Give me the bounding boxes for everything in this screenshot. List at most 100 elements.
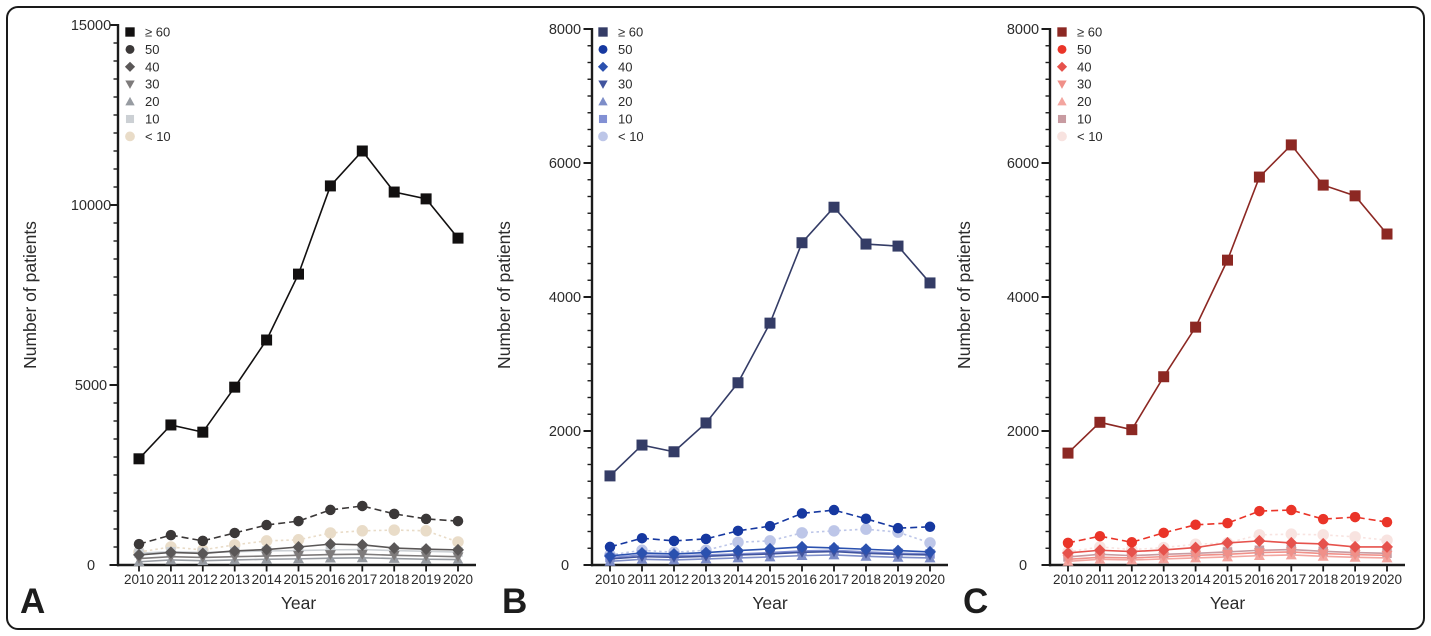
data-point-marker [324, 538, 337, 551]
data-point-marker [828, 201, 840, 213]
data-point-marker [1254, 505, 1265, 517]
data-point-marker [1157, 543, 1170, 556]
data-point-marker [1062, 554, 1074, 565]
y-axis-title: Number of patients [494, 221, 514, 369]
data-point-marker [292, 534, 305, 546]
data-point-marker [1221, 536, 1234, 549]
data-point-marker [1062, 447, 1074, 459]
data-point-marker [1094, 530, 1106, 542]
y-tick-label: 6000 [1007, 156, 1039, 172]
x-tick-label: 2020 [443, 572, 473, 587]
data-point-marker [357, 500, 368, 512]
data-point-marker [1253, 548, 1265, 559]
legend-marker [124, 61, 136, 72]
data-point-marker [732, 377, 744, 389]
series-b-ge60 [604, 201, 936, 482]
data-point-marker [420, 525, 432, 537]
data-point-marker [1381, 550, 1393, 561]
data-point-marker [700, 533, 712, 545]
legend-marker [598, 114, 608, 124]
legend-label: 20 [1077, 94, 1091, 109]
data-point-marker [1317, 549, 1329, 560]
legend-marker [597, 61, 609, 72]
data-point-marker [229, 527, 240, 539]
data-point-marker [892, 544, 904, 557]
data-point-marker [452, 536, 464, 548]
legend-label: 10 [1077, 112, 1091, 127]
series-b-40 [604, 540, 936, 562]
data-point-marker [1285, 547, 1297, 558]
x-tick-label: 2013 [220, 572, 250, 587]
legend-label: 20 [618, 94, 632, 109]
series-line [609, 206, 931, 477]
data-point-marker [197, 426, 209, 438]
data-point-marker [452, 543, 464, 556]
x-tick-label: 2014 [252, 572, 283, 587]
data-point-marker [796, 527, 808, 539]
y-tick-label: 2000 [549, 424, 581, 440]
data-point-marker [828, 525, 840, 537]
x-tick-label: 2019 [883, 572, 913, 587]
data-point-marker [892, 522, 904, 534]
legend-marker [1057, 44, 1067, 54]
data-point-marker [420, 193, 432, 205]
data-point-marker [828, 504, 840, 516]
data-point-marker [388, 186, 400, 198]
series-c-40 [1062, 534, 1393, 559]
data-point-marker [1286, 504, 1297, 516]
data-point-marker [452, 232, 464, 244]
data-point-marker [1349, 531, 1361, 543]
x-tick-label: 2016 [315, 572, 345, 587]
data-point-marker [420, 551, 432, 562]
data-point-marker [668, 446, 680, 458]
data-point-marker [1381, 534, 1393, 546]
x-tick-label: 2017 [347, 572, 377, 587]
data-point-marker [1349, 550, 1361, 561]
legend-label: 30 [618, 77, 632, 92]
data-point-marker [1158, 527, 1169, 539]
panel-label-b: B [502, 582, 528, 621]
legend-c: ≥ 60 50 40 30 20 10 < 10 [1056, 25, 1103, 144]
legend-label: 50 [145, 42, 159, 57]
data-point-marker [261, 334, 273, 346]
data-point-marker [860, 543, 872, 556]
data-point-marker [164, 546, 177, 559]
data-point-marker [388, 550, 400, 561]
legend-marker [598, 27, 608, 37]
data-point-marker [1190, 519, 1201, 531]
data-point-marker [1126, 536, 1138, 548]
series-b-50 [604, 504, 936, 553]
data-point-marker [165, 419, 177, 431]
data-point-marker [1349, 190, 1361, 202]
data-point-marker [1126, 424, 1138, 436]
legend-label: 40 [145, 59, 159, 74]
data-point-marker [356, 538, 369, 551]
data-point-marker [293, 550, 304, 561]
legend-marker [1056, 61, 1068, 72]
data-point-marker [260, 535, 273, 547]
y-tick-label: 0 [561, 558, 569, 574]
legend-a: ≥ 60 50 40 30 20 10 < 10 [124, 25, 171, 144]
x-tick-label: 2015 [1212, 572, 1242, 587]
data-point-marker [356, 145, 368, 157]
data-point-marker [828, 541, 840, 554]
data-point-marker [229, 381, 241, 393]
x-tick-label: 2012 [659, 572, 689, 587]
data-point-marker [1094, 552, 1106, 563]
y-tick-label: 8000 [549, 22, 581, 38]
x-tick-label: 2020 [1372, 572, 1402, 587]
data-point-marker [636, 439, 648, 451]
x-tick-label: 2013 [1149, 572, 1179, 587]
data-point-marker [604, 470, 616, 482]
x-tick-label: 2018 [379, 572, 409, 587]
data-point-marker [1253, 171, 1265, 183]
legend-label: 10 [618, 112, 632, 127]
x-tick-label: 2012 [1117, 572, 1147, 587]
data-point-marker [133, 538, 145, 550]
data-point-marker [388, 508, 400, 520]
data-point-marker [732, 544, 744, 557]
